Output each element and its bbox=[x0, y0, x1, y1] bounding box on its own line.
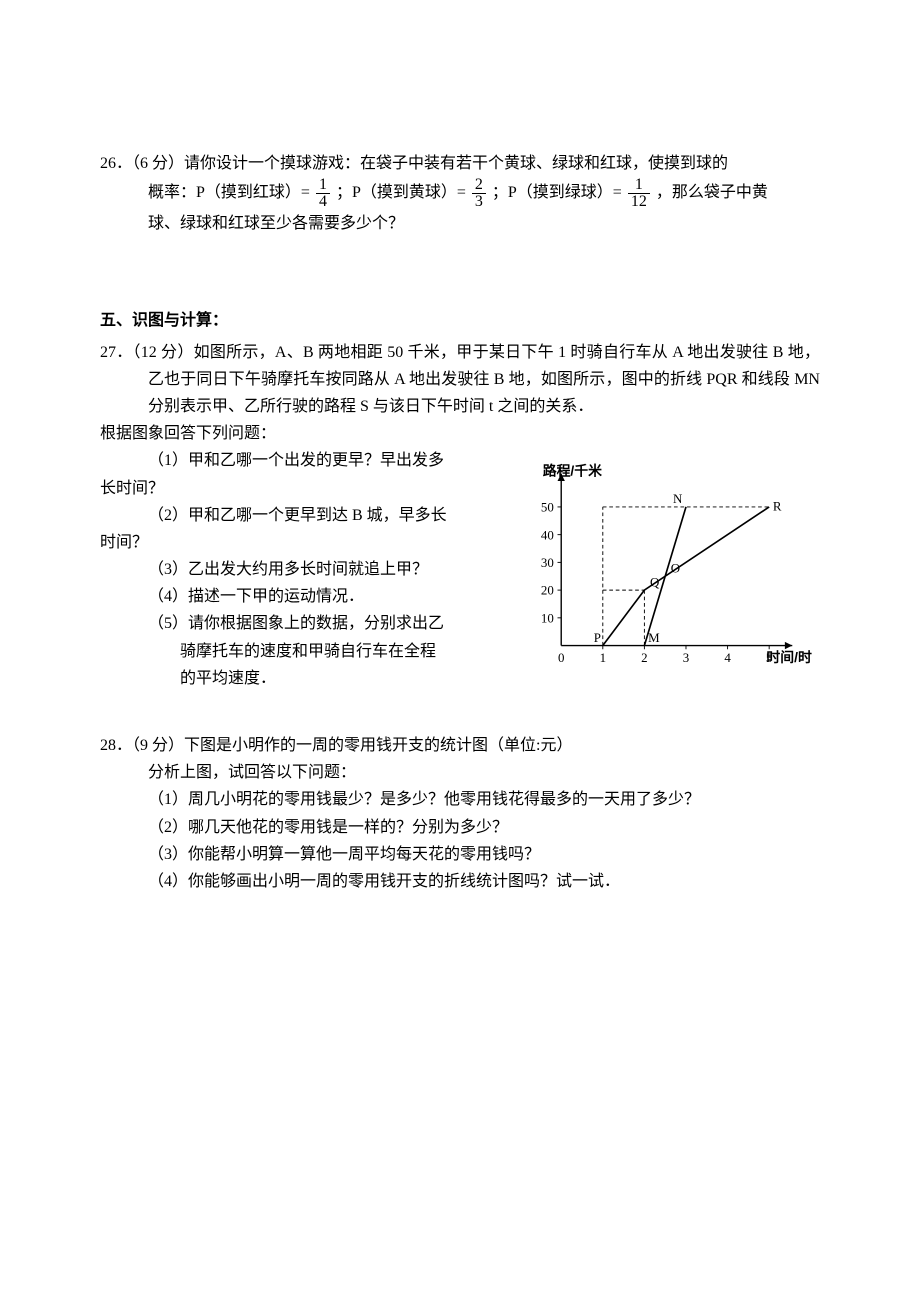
problem-28: 28．（9 分）下图是小明作的一周的零用钱开支的统计图（单位:元） 分析上图，试… bbox=[100, 732, 820, 895]
problem-26: 26．（6 分）请你设计一个摸球游戏：在袋子中装有若干个黄球、绿球和红球，使摸到… bbox=[100, 150, 820, 237]
svg-text:20: 20 bbox=[541, 583, 554, 598]
q27-s5a: （5）请你根据图象上的数据，分别求出乙 bbox=[100, 610, 505, 637]
svg-text:时间/时: 时间/时 bbox=[766, 650, 812, 666]
svg-text:1: 1 bbox=[600, 651, 606, 666]
svg-text:M: M bbox=[648, 630, 660, 645]
svg-text:路程/千米: 路程/千米 bbox=[543, 463, 602, 479]
chart-svg: 1020304050012345PMQRNO路程/千米时间/时 bbox=[515, 447, 820, 687]
q27-number: 27． bbox=[100, 344, 133, 361]
problem-27: 27．（12 分）如图所示，A、B 两地相距 50 千米，甲于某日下午 1 时骑… bbox=[100, 339, 820, 692]
svg-text:40: 40 bbox=[541, 528, 554, 543]
q27-prompt: 根据图象回答下列问题： bbox=[100, 420, 820, 447]
q26-number: 26． bbox=[100, 155, 132, 172]
svg-text:30: 30 bbox=[541, 555, 554, 570]
svg-text:R: R bbox=[773, 499, 782, 514]
q28-s1: （1）周几小明花的零用钱最少？是多少？他零用钱花得最多的一天用了多少？ bbox=[100, 786, 820, 813]
q27-s4: （4）描述一下甲的运动情况． bbox=[100, 583, 505, 610]
svg-text:Q: Q bbox=[650, 575, 660, 590]
fraction-3: 1 12 bbox=[628, 177, 650, 210]
svg-text:N: N bbox=[673, 492, 683, 507]
q26-line1: 26．（6 分）请你设计一个摸球游戏：在袋子中装有若干个黄球、绿球和红球，使摸到… bbox=[100, 150, 820, 177]
svg-text:0: 0 bbox=[558, 651, 564, 666]
frac2-num: 2 bbox=[472, 177, 486, 194]
svg-text:50: 50 bbox=[541, 500, 554, 515]
q27-line1: 27．（12 分）如图所示，A、B 两地相距 50 千米，甲于某日下午 1 时骑… bbox=[100, 339, 820, 421]
q26-text-1a: 请你设计一个摸球游戏：在袋子中装有若干个黄球、绿球和红球，使摸到球的 bbox=[184, 155, 728, 172]
svg-text:10: 10 bbox=[541, 611, 554, 626]
frac1-den: 4 bbox=[316, 194, 330, 210]
frac1-num: 1 bbox=[316, 177, 330, 194]
q26-text-2c: ；P（摸到绿球）= bbox=[492, 184, 622, 201]
q28-intro: 下图是小明作的一周的零用钱开支的统计图（单位:元） bbox=[184, 737, 572, 754]
q28-points: （9 分） bbox=[132, 737, 184, 754]
q26-text-2d: ，那么袋子中黄 bbox=[656, 184, 768, 201]
q27-s5c: 的平均速度． bbox=[100, 665, 505, 692]
frac3-den: 12 bbox=[628, 194, 650, 210]
frac3-num: 1 bbox=[628, 177, 650, 194]
q27-subquestions: （1）甲和乙哪一个出发的更早？早出发多 长时间？ （2）甲和乙哪一个更早到达 B… bbox=[100, 447, 505, 692]
q27-body: （1）甲和乙哪一个出发的更早？早出发多 长时间？ （2）甲和乙哪一个更早到达 B… bbox=[100, 447, 820, 692]
q27-s3: （3）乙出发大约用多长时间就追上甲？ bbox=[100, 556, 505, 583]
fraction-2: 2 3 bbox=[472, 177, 486, 210]
svg-text:3: 3 bbox=[683, 651, 689, 666]
section-5-title: 五、识图与计算： bbox=[100, 307, 820, 334]
q27-points: （12 分） bbox=[133, 344, 194, 361]
q28-lead: 分析上图，试回答以下问题： bbox=[100, 759, 820, 786]
q27-chart: 1020304050012345PMQRNO路程/千米时间/时 bbox=[515, 447, 820, 687]
frac2-den: 3 bbox=[472, 194, 486, 210]
q28-s3: （3）你能帮小明算一算他一周平均每天花的零用钱吗？ bbox=[100, 841, 820, 868]
q28-number: 28． bbox=[100, 737, 132, 754]
fraction-1: 1 4 bbox=[316, 177, 330, 210]
q26-points: （6 分） bbox=[132, 155, 184, 172]
q28-s4: （4）你能够画出小明一周的零用钱开支的折线统计图吗？试一试． bbox=[100, 868, 820, 895]
q27-s2b: 时间？ bbox=[100, 529, 505, 556]
q27-s1b: 长时间？ bbox=[100, 475, 505, 502]
q27-s2a: （2）甲和乙哪一个更早到达 B 城，早多长 bbox=[100, 502, 505, 529]
q27-s5b: 骑摩托车的速度和甲骑自行车在全程 bbox=[100, 638, 505, 665]
svg-text:P: P bbox=[594, 630, 601, 645]
q28-s2: （2）哪几天他花的零用钱是一样的？分别为多少？ bbox=[100, 814, 820, 841]
q26-line2: 概率：P（摸到红球）= 1 4 ；P（摸到黄球）= 2 3 ；P（摸到绿球）= … bbox=[100, 177, 820, 210]
q26-line3: 球、绿球和红球至少各需要多少个？ bbox=[100, 210, 820, 237]
q26-text-2b: ；P（摸到黄球）= bbox=[336, 184, 466, 201]
q26-text-2a: 概率：P（摸到红球）= bbox=[148, 184, 310, 201]
page: 26．（6 分）请你设计一个摸球游戏：在袋子中装有若干个黄球、绿球和红球，使摸到… bbox=[0, 0, 920, 1300]
svg-text:O: O bbox=[671, 561, 680, 576]
svg-text:4: 4 bbox=[724, 651, 731, 666]
q27-para1: 如图所示，A、B 两地相距 50 千米，甲于某日下午 1 时骑自行车从 A 地出… bbox=[148, 344, 820, 415]
q27-s1a: （1）甲和乙哪一个出发的更早？早出发多 bbox=[100, 447, 505, 474]
q28-line1: 28．（9 分）下图是小明作的一周的零用钱开支的统计图（单位:元） bbox=[100, 732, 820, 759]
svg-text:2: 2 bbox=[641, 651, 647, 666]
